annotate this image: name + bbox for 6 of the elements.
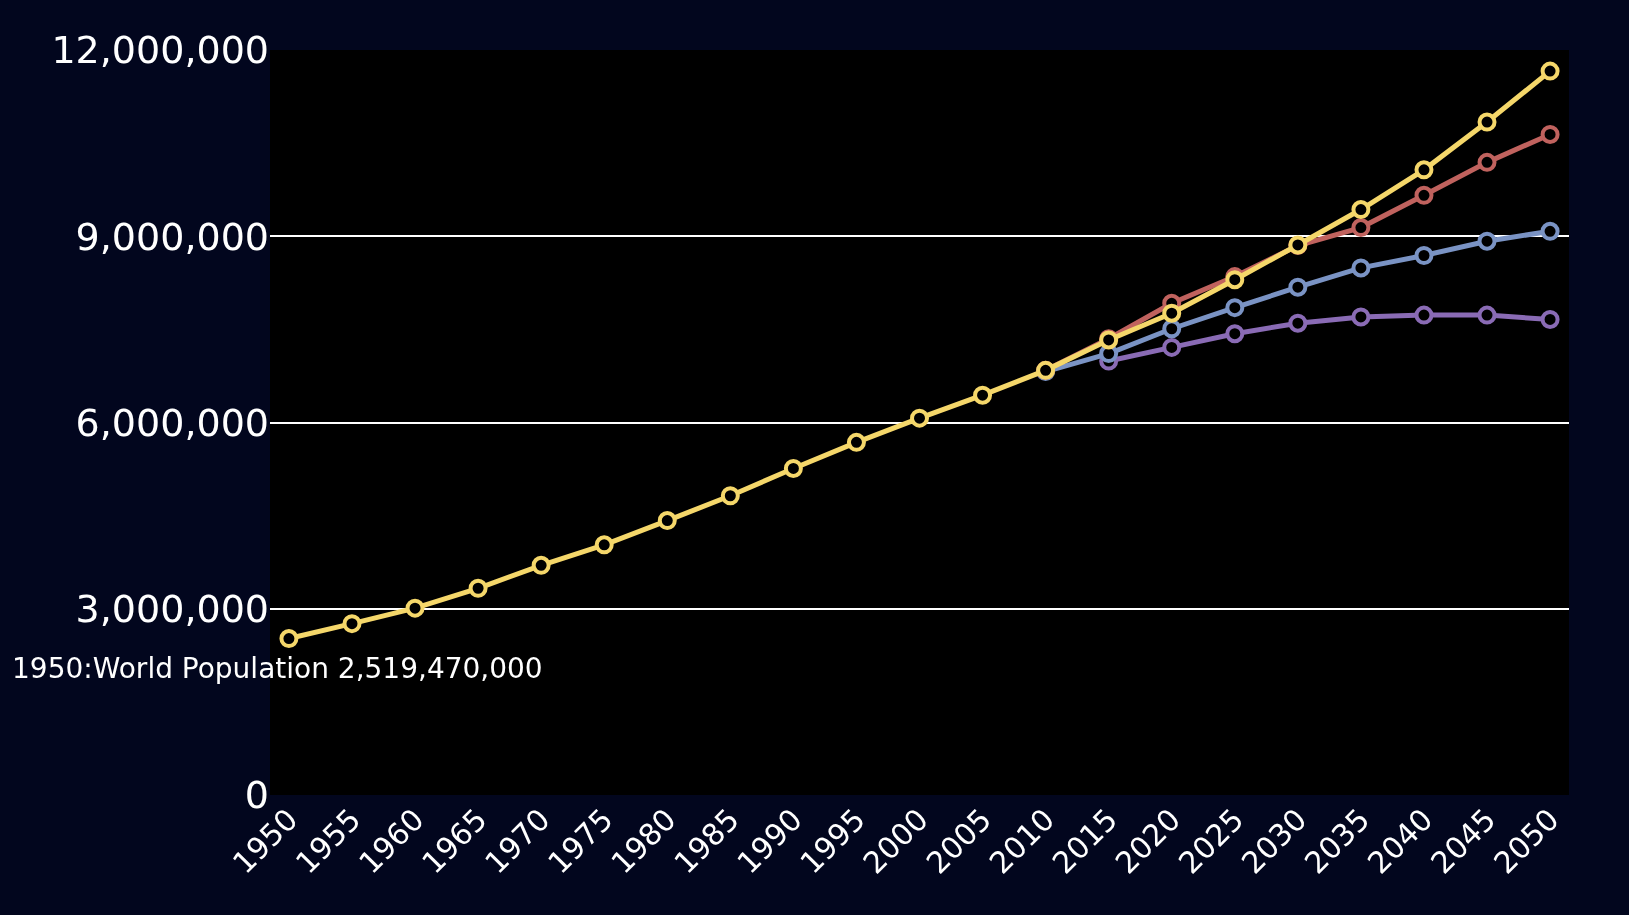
y-tick-label: 12,000,000 xyxy=(51,28,269,73)
y-tick-label: 0 xyxy=(244,773,269,818)
y-tick-label: 3,000,000 xyxy=(75,587,269,632)
y-tick-label: 9,000,000 xyxy=(75,214,269,259)
y-tick-label: 6,000,000 xyxy=(75,400,269,445)
annotation: 1950:World Population 2,519,470,000 xyxy=(12,652,543,685)
